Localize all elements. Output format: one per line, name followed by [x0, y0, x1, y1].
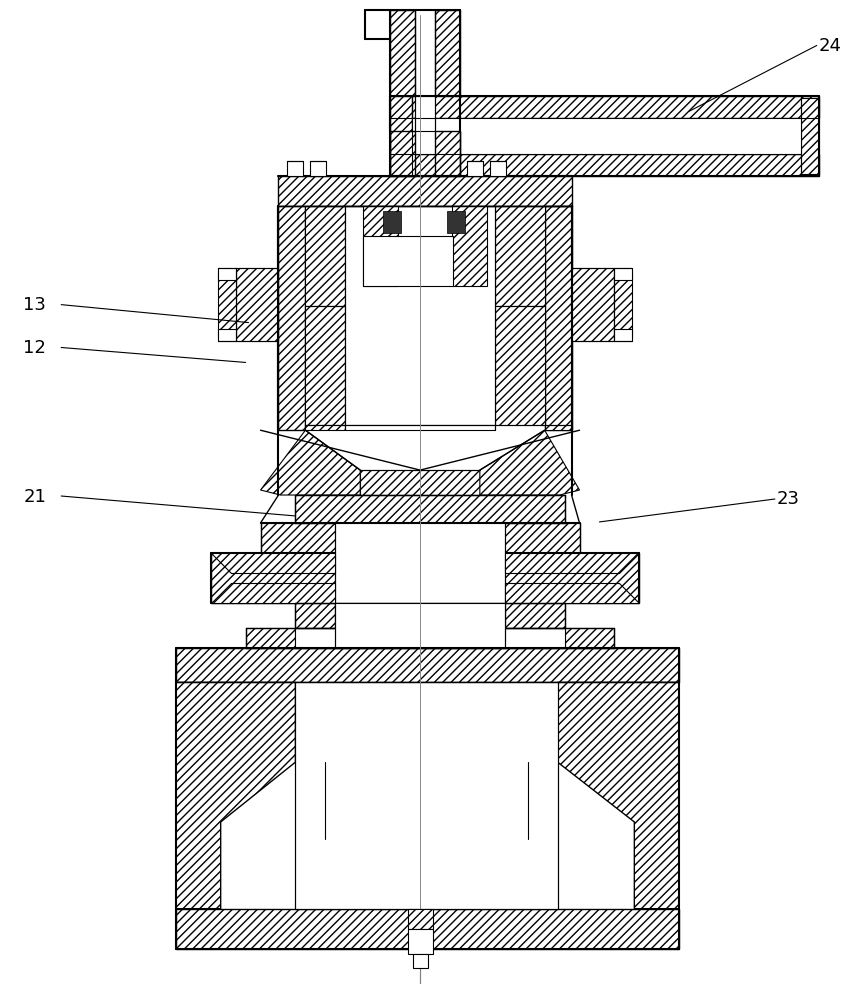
Bar — [218, 329, 236, 341]
Bar — [447, 211, 465, 233]
Text: 23: 23 — [776, 490, 800, 508]
Bar — [435, 10, 460, 131]
Bar — [176, 909, 680, 949]
Bar — [245, 628, 295, 648]
Bar — [345, 206, 495, 425]
Polygon shape — [505, 553, 639, 573]
Bar — [261, 523, 579, 553]
Bar — [360, 470, 480, 495]
Polygon shape — [176, 682, 295, 909]
Bar — [335, 603, 505, 628]
Bar — [335, 603, 505, 648]
Text: 24: 24 — [819, 37, 842, 55]
Bar — [218, 268, 236, 280]
Bar — [279, 176, 571, 206]
Bar — [490, 161, 505, 176]
Bar — [408, 929, 433, 954]
Bar — [415, 96, 435, 131]
Bar — [211, 553, 639, 603]
Bar — [614, 273, 632, 336]
Bar — [408, 909, 433, 929]
Bar — [384, 211, 401, 233]
Polygon shape — [558, 682, 680, 909]
Bar — [335, 523, 505, 603]
Bar — [295, 682, 558, 909]
Text: 12: 12 — [23, 339, 46, 357]
Bar — [495, 206, 545, 306]
Bar — [295, 603, 335, 628]
Bar — [565, 628, 614, 648]
Bar — [305, 306, 345, 425]
Bar — [435, 131, 460, 176]
Polygon shape — [211, 583, 335, 603]
Bar — [571, 268, 614, 341]
Bar — [236, 268, 279, 341]
Bar — [363, 206, 398, 286]
Bar — [390, 96, 819, 118]
Polygon shape — [505, 583, 639, 603]
Polygon shape — [261, 430, 360, 495]
Bar — [363, 236, 453, 286]
Bar — [390, 10, 415, 131]
Polygon shape — [211, 553, 335, 573]
Bar — [614, 268, 632, 280]
Bar — [311, 161, 326, 176]
Polygon shape — [480, 430, 579, 495]
Bar — [305, 206, 345, 306]
Bar — [390, 96, 412, 176]
Bar — [467, 161, 483, 176]
Bar — [218, 273, 236, 336]
Bar — [495, 306, 545, 425]
Bar — [390, 154, 819, 176]
Bar — [176, 648, 680, 682]
Bar — [295, 628, 565, 648]
Bar — [505, 603, 565, 628]
Bar — [295, 495, 565, 523]
Bar — [614, 329, 632, 341]
Bar — [545, 206, 571, 430]
Bar — [412, 118, 801, 154]
Bar — [345, 425, 495, 430]
Bar — [287, 161, 304, 176]
Bar — [305, 425, 345, 430]
Text: 21: 21 — [23, 488, 46, 506]
Bar — [801, 98, 819, 174]
Bar — [545, 425, 571, 430]
Bar — [279, 206, 305, 430]
Bar — [452, 206, 486, 286]
Bar — [390, 131, 415, 176]
Text: 13: 13 — [23, 296, 46, 314]
Bar — [413, 954, 428, 968]
